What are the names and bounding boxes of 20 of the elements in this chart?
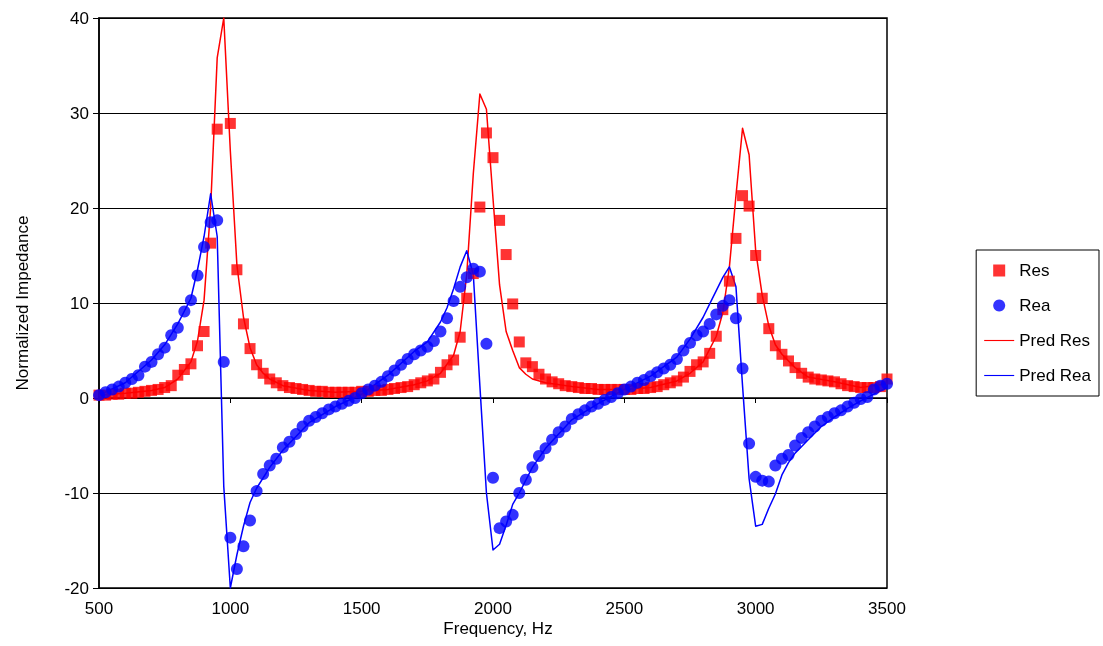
x-tick-label: 3000 bbox=[736, 599, 775, 618]
y-tick-label: -20 bbox=[64, 578, 89, 598]
x-axis-title: Frequency, Hz bbox=[443, 619, 553, 638]
y-tick-label: 30 bbox=[70, 103, 89, 123]
x-tick-label: 1500 bbox=[342, 599, 381, 618]
y-tick-label: 10 bbox=[70, 293, 89, 313]
legend-label: Pred Res bbox=[1019, 331, 1091, 350]
x-tick-label: 2500 bbox=[605, 599, 644, 618]
y-tick-label: 40 bbox=[70, 8, 89, 28]
x-tick-label: 2000 bbox=[474, 599, 512, 618]
y-axis-title: Normalized Impedance bbox=[13, 215, 32, 391]
x-tick-label: 3500 bbox=[868, 599, 906, 618]
y-tick-label: 0 bbox=[79, 388, 89, 408]
legend-label: Rea bbox=[1019, 296, 1051, 315]
y-tick-label: -10 bbox=[64, 483, 89, 503]
y-tick-label: 20 bbox=[70, 198, 89, 218]
legend-label: Pred Rea bbox=[1019, 366, 1092, 385]
x-tick-label: 1000 bbox=[211, 599, 250, 618]
legend-label: Res bbox=[1019, 261, 1050, 280]
x-tick-label: 500 bbox=[84, 599, 114, 618]
